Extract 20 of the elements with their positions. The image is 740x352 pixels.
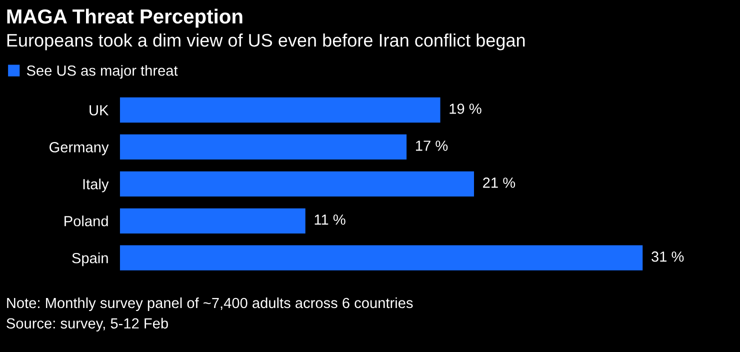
y-tick-label: Spain (72, 252, 108, 266)
source-note: Source: survey, 5-12 Feb (6, 318, 168, 332)
y-tick-label: Italy (83, 178, 109, 192)
data-label: 19 % (450, 104, 482, 114)
bar (120, 134, 407, 160)
bar (120, 97, 440, 123)
chart-subtitle: Europeans took a dim view of US even before Iran conflict began (7, 33, 525, 50)
y-tick-label: Poland (64, 216, 108, 226)
legend-label: See US as major threat (26, 65, 178, 79)
text: Note: Monthly survey panel of ~7,400 adults across 6 countries (7, 297, 413, 312)
bar (120, 208, 306, 234)
y-tick-label: Germany (50, 142, 109, 156)
data-label: 11 % (314, 214, 346, 225)
chart-title: MAGA Threat Perception (7, 8, 242, 28)
y-tick-label: UK (90, 105, 109, 116)
data-label: 31 % (652, 251, 684, 262)
bar (120, 245, 643, 270)
data-label: 17 % (416, 140, 448, 151)
data-label: 21 % (483, 178, 516, 188)
bar (120, 171, 474, 196)
